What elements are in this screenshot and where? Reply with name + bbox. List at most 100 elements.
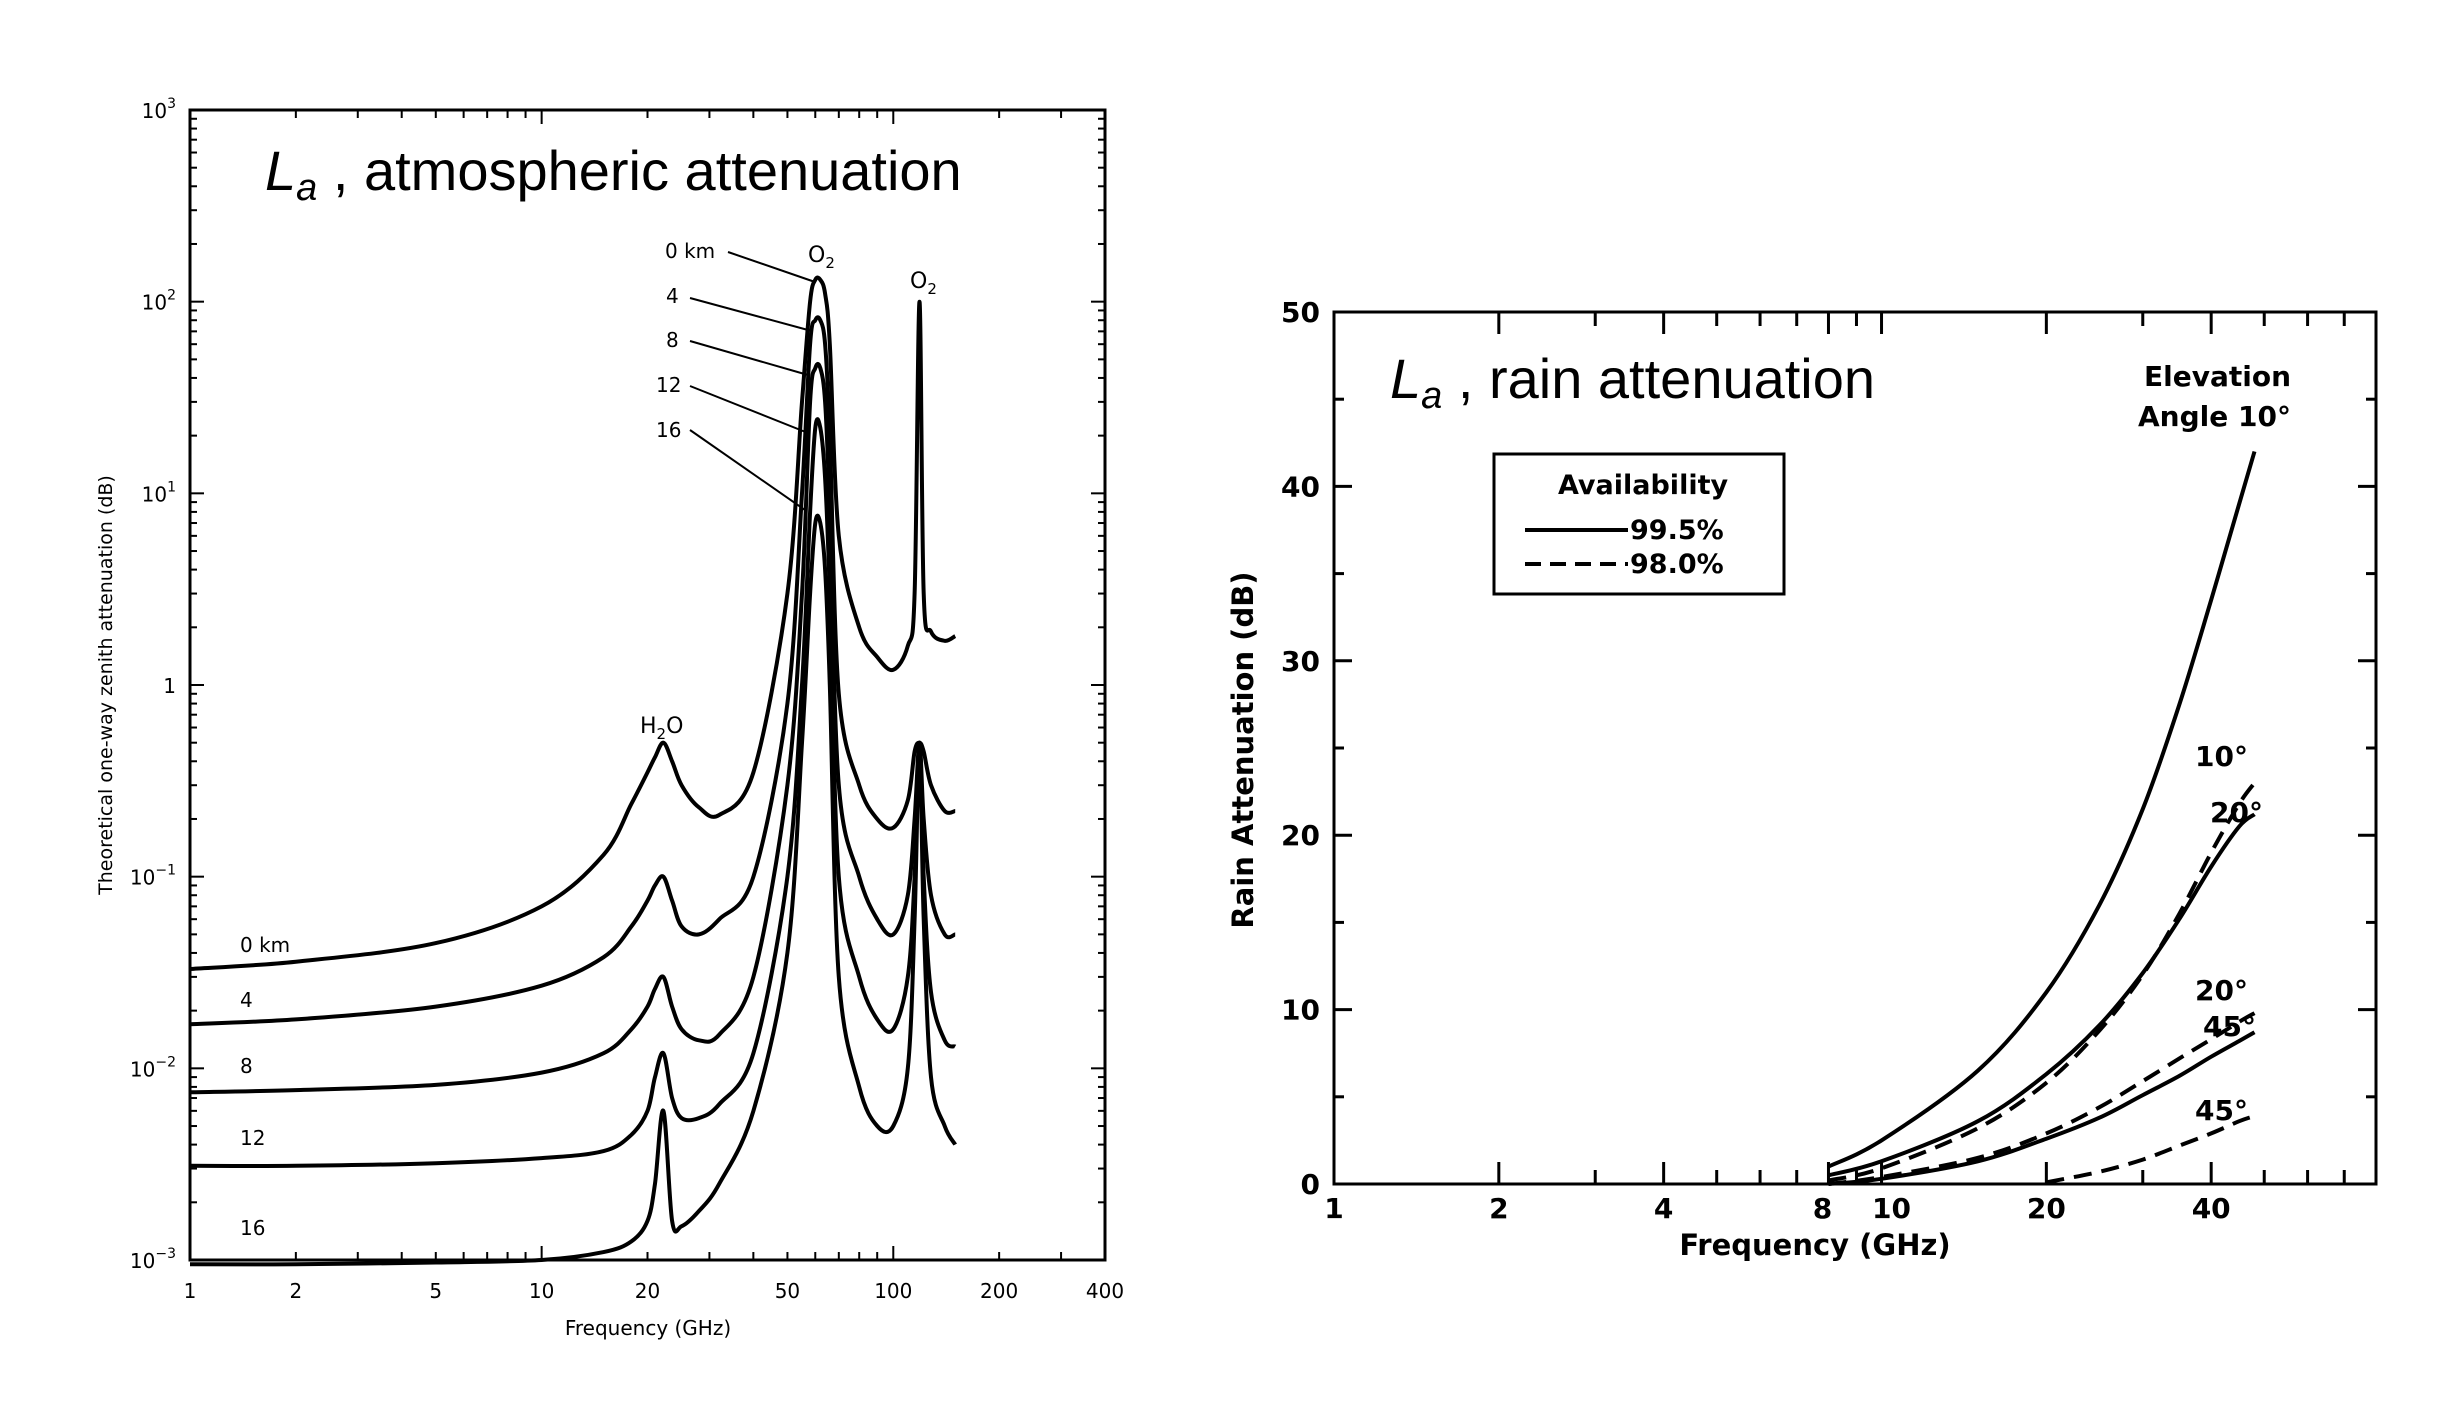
rain-legend-title: Availability: [1558, 470, 1728, 501]
o2-119ghz-annotation: O2: [910, 269, 937, 298]
atmos-y-tick-label: 10−1: [130, 863, 176, 890]
atmos-y-tick-base: 10: [142, 291, 167, 315]
atmos-y-tick-label: 102: [142, 288, 176, 315]
rain-title-subscript: a: [1421, 375, 1442, 417]
curve-label-4km: 4: [240, 988, 253, 1012]
atmos-y-axis-label: Theoretical one-way zenith attenuation (…: [95, 475, 117, 896]
atmos-y-tick-base: 1: [163, 674, 176, 698]
rain-y-tick-label: 20: [1281, 819, 1320, 852]
curve-label-12km: 12: [240, 1126, 265, 1150]
atmos-x-tick-label: 20: [635, 1279, 660, 1303]
atmos-y-tick-label: 10−3: [130, 1246, 176, 1273]
rain-x-tick-label: 40: [2192, 1192, 2231, 1225]
atmos-y-tick-exp: 3: [167, 96, 176, 112]
peak-label-4km: 4: [666, 284, 679, 308]
rain-series-line-2: [1827, 812, 2256, 1178]
leader-4km: [689, 297, 809, 331]
curve-label-8km: 8: [240, 1054, 253, 1078]
atmos-y-tick-exp: −1: [155, 863, 176, 879]
rain-x-tick-label: 4: [1654, 1192, 1673, 1225]
leader-0km: [727, 251, 816, 283]
rain-legend: Availability 99.5% 98.0%: [1492, 452, 1786, 596]
atmos-y-tick-exp: −2: [155, 1054, 176, 1070]
atmos-title: La , atmospheric attenuation: [265, 139, 962, 209]
rain-legend-box: [1492, 452, 1786, 596]
rain-y-tick-label: 50: [1281, 296, 1320, 329]
atmos-x-tick-label: 2: [289, 1279, 302, 1303]
rain-y-tick-label: 30: [1281, 645, 1320, 678]
rain-series-line-4: [1828, 1030, 2256, 1186]
rain-y-tick-labels: 0 10 20 30 40 50: [1281, 296, 1320, 1201]
atmos-y-tick-base: 10: [142, 99, 167, 123]
atmos-x-tick-label: 5: [429, 1279, 442, 1303]
label-20deg-dashed: 20°: [2195, 974, 2248, 1007]
rain-y-tick-label: 10: [1281, 994, 1320, 1027]
rain-title-text: , rain attenuation: [1442, 347, 1875, 410]
rain-x-tick-label: 1: [1324, 1192, 1343, 1225]
curve-label-16km: 16: [240, 1216, 265, 1240]
atmos-x-axis-label: Frequency (GHz): [565, 1316, 731, 1340]
atmos-y-tick-exp: −3: [155, 1246, 176, 1262]
atmos-x-tick-label: 10: [529, 1279, 554, 1303]
atmos-x-tick-label: 100: [874, 1279, 912, 1303]
h2o-annotation: H2O: [640, 714, 683, 743]
o2-60-sub: 2: [825, 254, 835, 272]
atmos-y-tick-label: 10−2: [130, 1054, 176, 1081]
atmos-y-tick-base: 10: [130, 866, 155, 890]
rain-title: La , rain attenuation: [1390, 347, 1875, 417]
atmos-series-line-1: [189, 315, 956, 1027]
peak-label-0km: 0 km: [665, 239, 715, 263]
rain-y-tick-label: 0: [1301, 1168, 1320, 1201]
atmos-y-tick-base: 10: [130, 1249, 155, 1273]
rain-x-axis-label: Frequency (GHz): [1679, 1228, 1950, 1262]
o2-60-base: O: [808, 243, 825, 268]
peak-label-16km: 16: [656, 418, 681, 442]
atmos-title-subscript: a: [296, 167, 317, 209]
atmos-x-tick-label: 1: [184, 1279, 197, 1303]
rain-x-tick-label: 8: [1813, 1192, 1832, 1225]
rain-y-tick-label: 40: [1281, 470, 1320, 503]
rain-x-tick-label: 10: [1872, 1192, 1911, 1225]
label-20deg-solid: 20°: [2210, 796, 2263, 829]
atmos-y-tick-label: 101: [142, 479, 176, 506]
atmospheric-attenuation-chart: 1 2 5 10 20 50 100 200 400 10−310−210−1110110210…: [95, 96, 1124, 1340]
atmos-series-line-2: [189, 361, 956, 1095]
atmos-x-tick-label: 50: [775, 1279, 800, 1303]
rain-series-line-1: [1828, 781, 2257, 1183]
rain-series-line-5: [2045, 1114, 2256, 1185]
label-45deg-solid: 45°: [2203, 1010, 2256, 1043]
atmos-y-tick-label: 103: [142, 96, 176, 123]
o2-60ghz-annotation: O2: [808, 243, 835, 272]
rain-y-axis-label: Rain Attenuation (dB): [1226, 571, 1260, 928]
leader-8km: [689, 340, 809, 376]
legend-entry-98-0: 98.0%: [1630, 549, 1724, 580]
h2o-tail: O: [666, 714, 683, 739]
rain-series-group: [1827, 450, 2257, 1186]
atmos-axis-ticks: [189, 110, 1106, 1261]
rain-attenuation-chart: 1 2 4 8 10 20 40 0 10 20 30 40 50 La , rain attenua…: [1226, 296, 2378, 1262]
leader-16km: [689, 429, 806, 511]
label-45deg-dashed: 45°: [2195, 1094, 2248, 1127]
atmos-y-tick-exp: 1: [167, 479, 176, 495]
atmos-series-line-0: [189, 275, 957, 971]
peak-label-8km: 8: [666, 328, 679, 352]
atmos-title-text: , atmospheric attenuation: [317, 139, 961, 202]
peak-label-12km: 12: [656, 373, 681, 397]
atmos-series-line-4: [189, 513, 957, 1267]
legend-entry-99-5: 99.5%: [1630, 515, 1724, 546]
rain-series-line-0: [1827, 450, 2257, 1169]
peak-leader-lines: [689, 251, 816, 511]
atmos-x-tick-label: 400: [1086, 1279, 1124, 1303]
label-10deg-dashed: 10°: [2195, 740, 2248, 773]
atmos-y-tick-base: 10: [130, 1057, 155, 1081]
rain-series-line-3: [1828, 1011, 2256, 1186]
rain-x-tick-label: 2: [1489, 1192, 1508, 1225]
o2-119-sub: 2: [927, 280, 937, 298]
atmos-series-group: [189, 275, 957, 1267]
elevation-annotation-line2: Angle 10°: [2138, 400, 2291, 433]
atmos-y-tick-label: 1: [163, 674, 176, 698]
atmos-y-tick-base: 10: [142, 482, 167, 506]
